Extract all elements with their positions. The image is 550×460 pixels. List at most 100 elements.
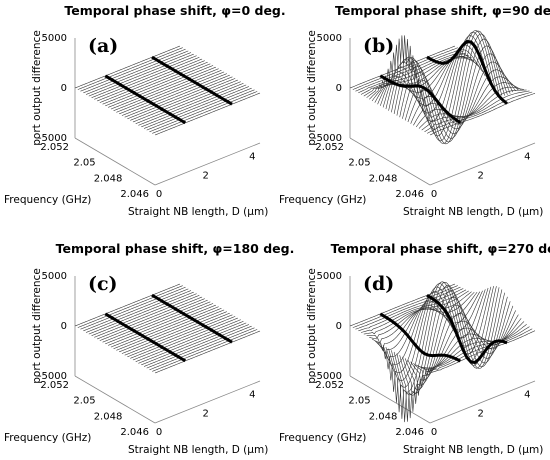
trace-line [138,321,244,364]
trace-line [127,76,233,120]
frequency-tick-label: 2.052 [315,380,344,391]
highlight-line-1 [104,312,187,363]
frequency-tick-label: 2.052 [40,380,69,391]
trace-line [74,283,181,327]
d-tick-label: 4 [524,152,530,163]
d-axis-line [154,142,261,186]
z-tick-label: 5000 [317,33,342,44]
trace-line [102,61,208,105]
panel-label: (d) [363,273,394,295]
frequency-axis-line [349,375,431,424]
highlight-line-2 [426,40,508,105]
trace-line [427,328,533,372]
trace-line [424,326,530,371]
trace-line [110,66,217,110]
d-tick-label: 0 [156,189,162,200]
d-tick-label: 0 [156,427,162,438]
trace-line [371,55,478,102]
z-tick-label: 0 [61,83,67,94]
d-tick-label: 4 [249,390,255,401]
d-tick-label: 4 [249,152,255,163]
trace-line [116,70,222,113]
z-axis-label: port output difference [306,268,318,384]
waterfall-traces [74,283,261,374]
frequency-tick-label: 2.048 [94,411,123,422]
trace-line [418,86,525,129]
highlight-line-1 [379,312,461,363]
trace-line [396,284,503,422]
trace-line [102,299,208,343]
trace-line [416,318,522,376]
trace-line [366,291,472,339]
z-tick-label: -5000 [38,133,67,144]
frequency-tick-label: 2.046 [395,189,424,200]
trace-line [85,290,192,333]
trace-line [99,298,205,341]
frequency-tick-label: 2.052 [40,142,69,153]
trace-line [393,30,500,144]
trace-line [88,291,194,335]
z-tick-label: -5000 [313,133,342,144]
trace-line [377,290,483,370]
trace-line [94,57,200,100]
frequency-axis-label: Frequency (GHz) [4,432,91,444]
waterfall-traces [74,45,261,136]
d-axis-label: Straight NB length, D (μm) [128,206,268,218]
trace-line [118,309,225,353]
trace-line [427,91,533,134]
trace-line [113,68,219,111]
highlight-line-2 [151,55,233,106]
trace-line [132,317,239,361]
trace-line [107,65,214,108]
highlight-line-2 [426,294,508,364]
trace-line [374,53,481,103]
d-axis-line [429,380,536,424]
z-axis-label: port output difference [31,30,43,146]
frequency-tick-label: 2.046 [120,427,149,438]
trace-line [371,292,478,351]
trace-line [146,325,252,369]
trace-line [118,71,225,115]
panel-title: Temporal phase shift, φ=90 deg. [335,3,550,18]
panel-1: Temporal phase shift, φ=0 deg. (a) 5000 0 -5… [4,3,286,218]
trace-line [124,312,230,356]
panel-label: (b) [363,35,394,57]
trace-line [352,47,458,90]
trace-line [135,81,241,124]
d-axis-line [154,380,261,424]
trace-line [141,322,247,366]
panel-label: (a) [88,35,118,57]
d-tick-label: 2 [477,408,483,419]
z-tick-label: 0 [336,321,342,332]
panel-label: (c) [88,273,118,295]
d-tick-label: 0 [431,427,437,438]
d-axis-label: Straight NB length, D (μm) [403,444,543,456]
trace-line [429,93,536,136]
trace-line [377,49,483,106]
frequency-tick-label: 2.046 [120,189,149,200]
z-tick-label: 5000 [42,271,67,282]
trace-line [80,48,186,92]
trace-line [110,304,217,348]
d-tick-label: 2 [477,170,483,181]
d-tick-label: 4 [524,390,530,401]
trace-line [116,308,222,351]
trace-line [393,281,500,423]
frequency-tick-label: 2.048 [369,411,398,422]
trace-line [105,63,211,107]
trace-line [96,58,203,102]
trace-line [355,286,461,330]
trace-line [83,288,189,332]
frequency-axis-line [74,375,156,424]
waterfall-traces [349,281,536,423]
z-tick-label: 5000 [317,271,342,282]
trace-line [396,33,503,145]
trace-line [402,45,508,139]
trace-line [124,74,230,118]
frequency-tick-label: 2.052 [315,142,344,153]
trace-line [88,53,194,97]
z-axis-label: port output difference [306,30,318,146]
trace-line [141,84,247,128]
trace-line [149,89,255,133]
